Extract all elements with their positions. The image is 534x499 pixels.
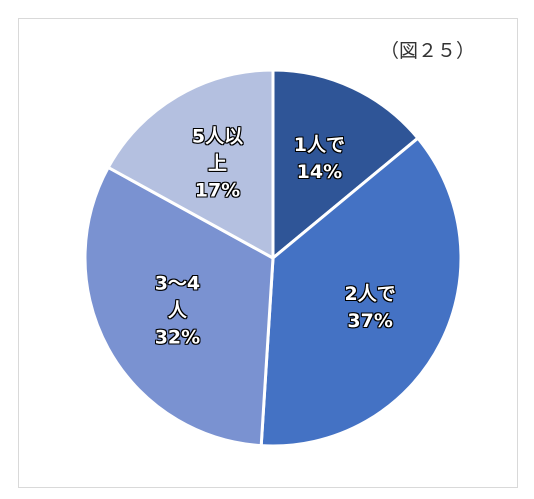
value-label: 14% (296, 161, 343, 184)
category-label: 3～4人 (154, 272, 201, 322)
slice-label: 1人で 14% (288, 132, 350, 186)
value-label: 17% (194, 179, 241, 202)
category-label: 1人で (293, 134, 346, 157)
slice-label: 2人で 37% (339, 281, 401, 335)
pie-slice (259, 136, 463, 448)
category-label: 5人以上 (191, 125, 244, 175)
pie-slice (106, 68, 275, 261)
category-label: 2人で (344, 282, 396, 305)
slice-label: 5人以上 17% (186, 124, 248, 205)
value-label: 32% (154, 326, 201, 349)
chart-title: （図２５） (380, 40, 476, 62)
pie-slice (271, 68, 420, 262)
pie-slice (83, 165, 275, 448)
slice-label: 3～4人 32% (146, 270, 208, 351)
chart-frame (18, 18, 518, 488)
value-label: 37% (347, 309, 393, 332)
